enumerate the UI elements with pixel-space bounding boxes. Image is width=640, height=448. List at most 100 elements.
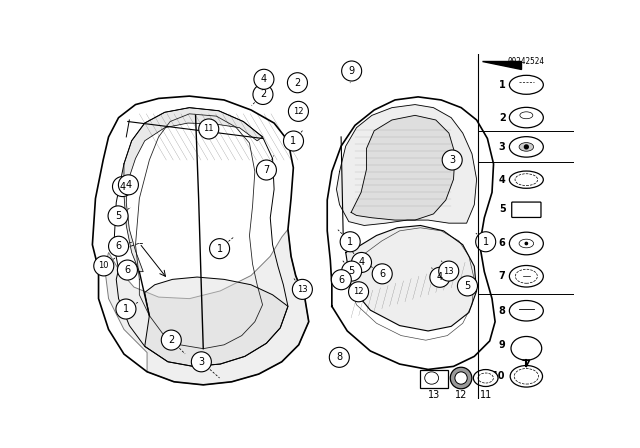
Circle shape (254, 69, 274, 89)
Ellipse shape (509, 232, 543, 255)
Text: 5: 5 (349, 266, 355, 276)
Circle shape (524, 145, 528, 149)
Text: 4: 4 (358, 258, 365, 267)
Polygon shape (337, 104, 477, 225)
Circle shape (109, 236, 129, 256)
Circle shape (476, 232, 496, 252)
Circle shape (292, 280, 312, 299)
Text: 1: 1 (291, 136, 296, 146)
Circle shape (342, 261, 362, 281)
Text: 6: 6 (499, 238, 506, 249)
Bar (420, 370, 448, 388)
Circle shape (108, 206, 128, 226)
Circle shape (351, 253, 372, 272)
Text: 7: 7 (499, 271, 506, 281)
Ellipse shape (520, 112, 533, 119)
Circle shape (525, 242, 527, 245)
Circle shape (287, 73, 307, 93)
Circle shape (191, 352, 211, 372)
Ellipse shape (509, 171, 543, 188)
Text: 4: 4 (125, 180, 131, 190)
Polygon shape (124, 108, 262, 271)
Text: 10: 10 (99, 262, 109, 271)
Circle shape (253, 85, 273, 104)
Ellipse shape (509, 266, 543, 287)
Ellipse shape (515, 269, 538, 283)
Circle shape (257, 160, 276, 180)
Text: 5: 5 (115, 211, 121, 221)
Text: 6: 6 (379, 269, 385, 279)
Text: 8: 8 (499, 306, 506, 316)
Text: 9: 9 (499, 340, 506, 350)
Ellipse shape (509, 108, 543, 128)
Ellipse shape (510, 366, 543, 387)
Ellipse shape (478, 373, 493, 383)
Circle shape (117, 260, 138, 280)
Circle shape (289, 101, 308, 121)
Ellipse shape (511, 336, 541, 360)
Text: 13: 13 (444, 267, 454, 276)
Text: 11: 11 (479, 390, 492, 400)
Text: 1: 1 (483, 237, 489, 247)
Text: 12: 12 (353, 287, 364, 296)
Text: 1: 1 (499, 80, 506, 90)
Circle shape (118, 175, 138, 195)
Text: 2: 2 (260, 90, 266, 99)
Ellipse shape (425, 372, 438, 384)
Ellipse shape (509, 301, 543, 321)
Text: 3: 3 (449, 155, 455, 165)
Text: 12: 12 (455, 390, 467, 400)
Circle shape (113, 177, 132, 197)
Polygon shape (351, 116, 455, 220)
Text: 4: 4 (499, 175, 506, 185)
Circle shape (458, 276, 477, 296)
Circle shape (372, 264, 392, 284)
Text: 9: 9 (349, 66, 355, 76)
Text: 6: 6 (124, 265, 131, 275)
Polygon shape (482, 61, 521, 69)
Text: 6: 6 (115, 241, 122, 251)
Text: 4: 4 (437, 272, 443, 282)
Ellipse shape (509, 75, 543, 94)
Text: 1: 1 (216, 244, 223, 254)
Ellipse shape (514, 369, 538, 384)
Circle shape (430, 267, 450, 287)
Text: 1: 1 (347, 237, 353, 247)
Text: 5: 5 (499, 204, 506, 214)
Circle shape (340, 232, 360, 252)
Text: 12: 12 (293, 107, 304, 116)
Text: 11: 11 (204, 125, 214, 134)
Circle shape (94, 256, 114, 276)
Ellipse shape (515, 174, 538, 185)
Text: 3: 3 (198, 357, 204, 367)
Circle shape (199, 119, 219, 139)
Text: 4: 4 (261, 74, 267, 84)
Text: 1: 1 (123, 304, 129, 314)
Circle shape (332, 270, 351, 290)
Circle shape (342, 61, 362, 81)
Text: 00242524: 00242524 (508, 57, 545, 66)
Ellipse shape (455, 372, 467, 384)
Ellipse shape (519, 239, 534, 248)
Text: 2: 2 (294, 78, 301, 88)
Text: 13: 13 (297, 285, 308, 294)
Text: 10: 10 (492, 371, 506, 381)
Circle shape (116, 299, 136, 319)
Polygon shape (145, 277, 288, 366)
Text: 6: 6 (339, 275, 344, 285)
Text: 5: 5 (465, 281, 470, 291)
Circle shape (161, 330, 181, 350)
Circle shape (209, 239, 230, 258)
Text: 8: 8 (336, 352, 342, 362)
Ellipse shape (509, 137, 543, 157)
Circle shape (349, 282, 369, 302)
Text: 4: 4 (120, 181, 125, 192)
Ellipse shape (519, 142, 534, 151)
Circle shape (330, 347, 349, 367)
Text: 3: 3 (499, 142, 506, 152)
Polygon shape (105, 229, 308, 385)
Text: 2: 2 (499, 112, 506, 123)
Text: 7: 7 (263, 165, 269, 175)
Ellipse shape (474, 370, 498, 387)
Circle shape (439, 261, 459, 281)
